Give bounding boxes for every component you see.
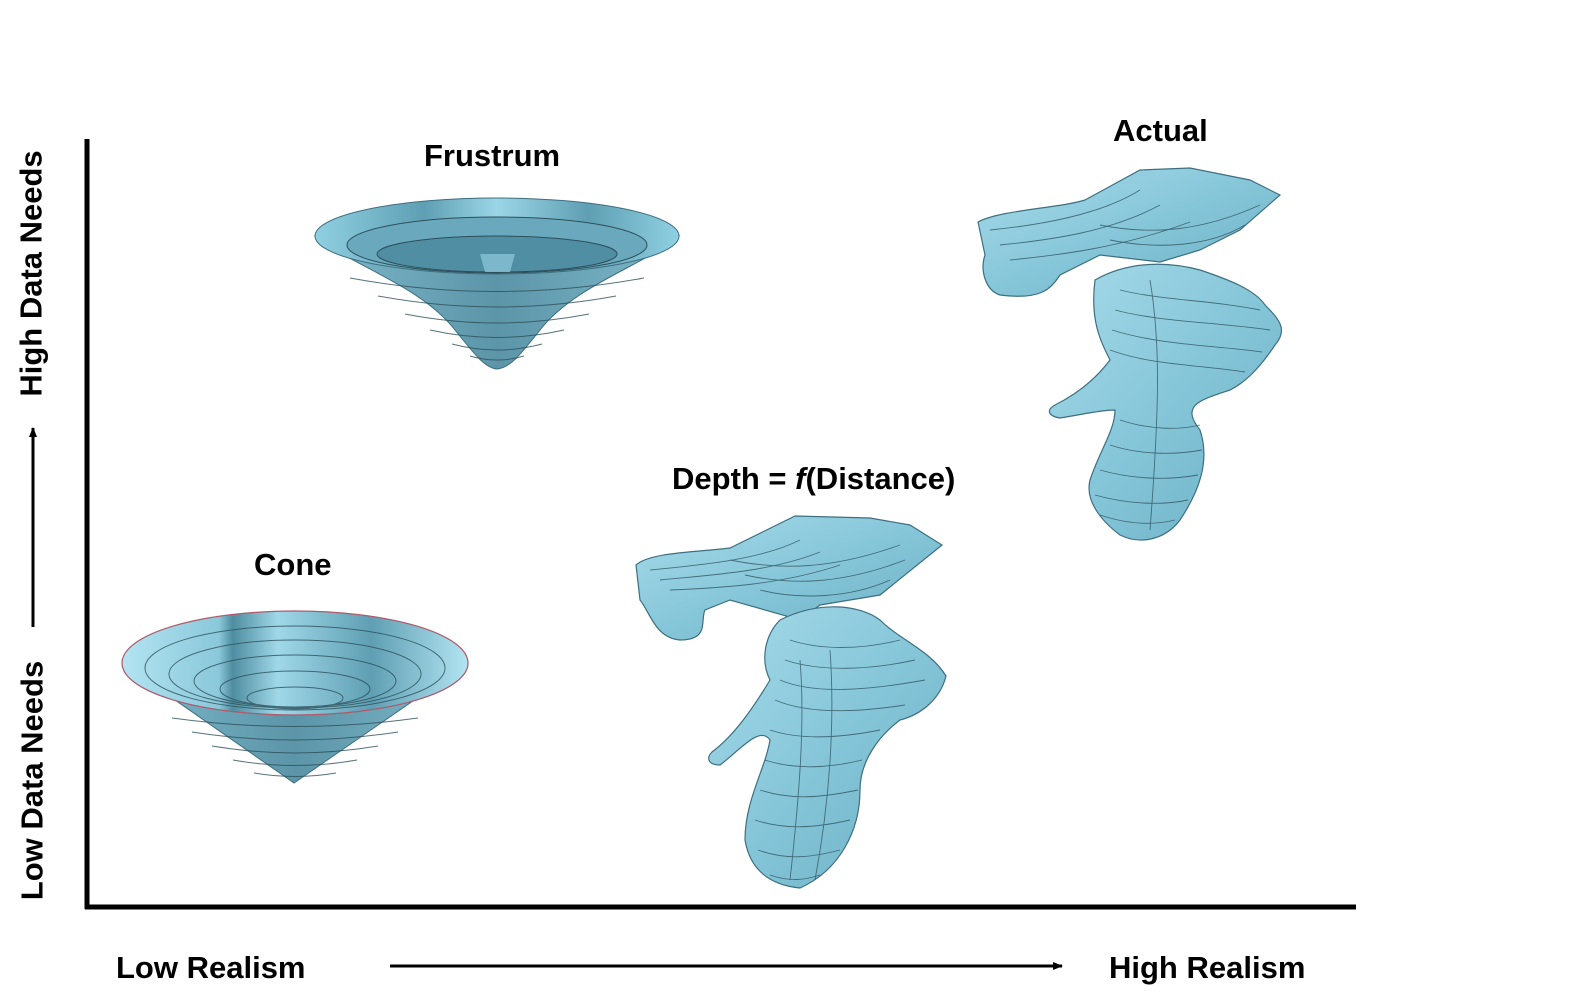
- depth-label-suffix: (Distance): [805, 461, 956, 496]
- cone-label: Cone: [254, 547, 332, 582]
- actual-label: Actual: [1113, 113, 1208, 148]
- depth-label-function: f: [795, 461, 806, 496]
- cone-shape: [121, 610, 469, 784]
- depth-label-prefix: Depth =: [672, 461, 796, 496]
- x-axis-low-label: Low Realism: [116, 950, 306, 985]
- depth-label: Depth = f(Distance): [672, 463, 955, 494]
- y-axis-high-label: High Data Needs: [13, 150, 49, 397]
- x-axis-high-label: High Realism: [1109, 950, 1306, 985]
- depth-distance-shape: [635, 515, 947, 889]
- actual-shape: [977, 167, 1283, 541]
- y-axis-low-label: Low Data Needs: [14, 660, 50, 901]
- frustrum-shape: [313, 197, 681, 370]
- frustrum-label: Frustrum: [424, 138, 561, 173]
